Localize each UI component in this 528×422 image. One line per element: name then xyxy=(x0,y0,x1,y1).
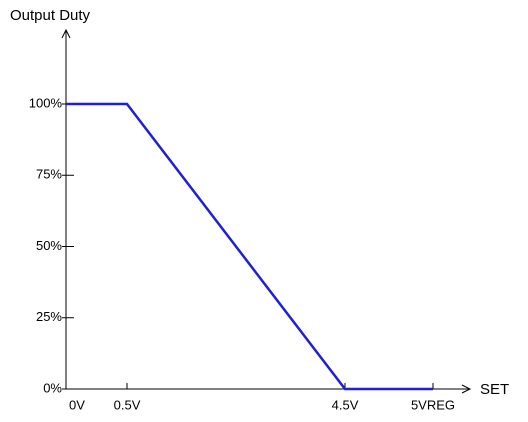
y-axis xyxy=(61,28,71,389)
line xyxy=(66,102,433,391)
y-tick-label: 100% xyxy=(29,95,63,110)
y-tick-label: 0% xyxy=(43,380,62,395)
y-tick-label: 50% xyxy=(36,238,62,253)
y-tick-label: 75% xyxy=(36,167,62,182)
x-tick-label: 5VREG xyxy=(411,397,455,412)
x-axis-label: SET xyxy=(480,381,509,398)
x-tick-label: 4.5V xyxy=(332,397,359,412)
y-axis-label: Output Duty xyxy=(10,7,91,24)
x-tick-label: 0.5V xyxy=(114,397,141,412)
x-tick-label: 0V xyxy=(69,397,85,412)
y-tick-label: 25% xyxy=(36,309,62,324)
